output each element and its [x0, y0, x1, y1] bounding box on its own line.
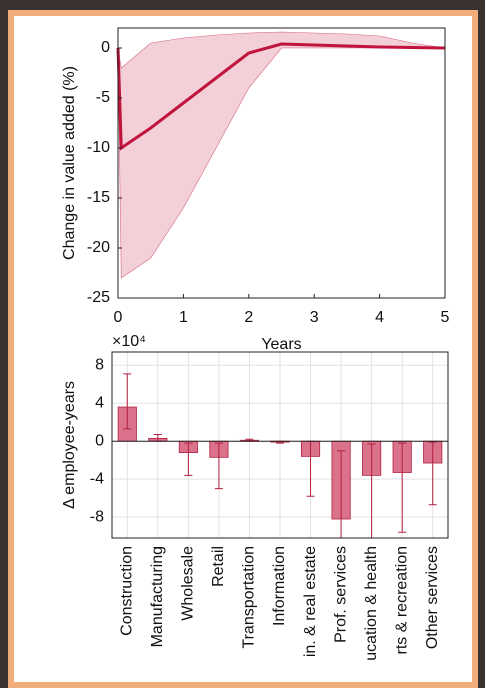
x-tick-label: in. & real estate	[302, 546, 319, 657]
y-tick-label: 4	[95, 394, 104, 411]
y-tick-label: 8	[95, 357, 104, 374]
axes-box	[117, 27, 446, 299]
x-tick-label: Information	[271, 546, 288, 626]
error-bar	[184, 442, 193, 476]
x-tick-label: ucation & health	[363, 546, 380, 661]
error-bar	[123, 373, 132, 430]
x-tick-label: Construction	[118, 546, 135, 636]
x-tick-label: Retail	[210, 546, 227, 587]
y-tick-label: 0	[101, 39, 110, 56]
x-tick-label: Prof. services	[332, 546, 349, 643]
x-tick-label: 5	[441, 309, 450, 326]
y-tick-label: -5	[96, 89, 110, 106]
x-tick-label: 4	[375, 309, 384, 326]
error-bar	[214, 442, 223, 490]
figure-frame	[8, 10, 478, 688]
line	[116, 42, 446, 151]
error-bar	[398, 442, 407, 533]
x-tick-label: 0	[114, 309, 123, 326]
x-axis-label: Years	[261, 336, 301, 353]
y-tick-label: 0	[95, 432, 104, 449]
x-tick-label: Transportation	[241, 546, 258, 649]
x-tick-label: 3	[310, 309, 319, 326]
x-tick-label: Wholesale	[180, 546, 197, 621]
y-tick-label: -15	[87, 189, 110, 206]
y-tick-label: -25	[87, 289, 110, 306]
error-bar	[428, 441, 437, 506]
band	[117, 31, 446, 279]
x-tick-label: 1	[179, 309, 188, 326]
x-tick-label: Manufacturing	[149, 546, 166, 647]
axes-box	[111, 351, 449, 539]
y-tick-label: -8	[90, 508, 104, 525]
x-tick-label: Other services	[424, 546, 441, 649]
y-axis-label: Change in value added (%)	[61, 66, 78, 260]
y-tick-label: -20	[87, 239, 110, 256]
axis-multiplier: ×10⁴	[112, 333, 146, 350]
y-tick-label: -4	[90, 470, 104, 487]
x-tick-label: rts & recreation	[393, 546, 410, 654]
x-tick-label: 2	[244, 309, 253, 326]
y-axis-label: Δ employee-years	[61, 381, 78, 509]
y-tick-label: -10	[87, 139, 110, 156]
